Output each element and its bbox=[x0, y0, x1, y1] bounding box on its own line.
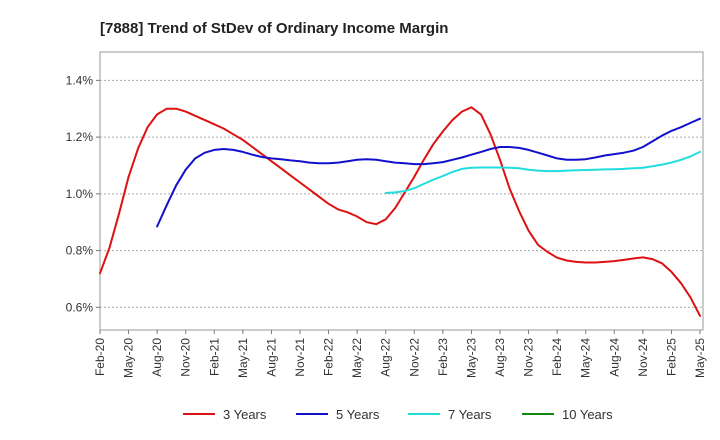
x-tick-label: Nov-23 bbox=[522, 338, 536, 377]
legend-label: 7 Years bbox=[448, 407, 492, 422]
chart-title: [7888] Trend of StDev of Ordinary Income… bbox=[100, 20, 448, 37]
x-tick-label: May-23 bbox=[464, 338, 478, 378]
x-tick-label: Feb-21 bbox=[207, 338, 221, 376]
y-tick-label: 0.8% bbox=[66, 244, 94, 258]
x-tick-label: May-20 bbox=[122, 338, 136, 378]
legend-label: 3 Years bbox=[223, 407, 267, 422]
x-tick-label: Nov-24 bbox=[636, 338, 650, 377]
y-tick-label: 1.2% bbox=[66, 130, 94, 144]
x-tick-label: Feb-25 bbox=[664, 338, 678, 376]
legend-label: 5 Years bbox=[336, 407, 380, 422]
grid bbox=[100, 79, 703, 308]
x-tick-label: Nov-20 bbox=[179, 338, 193, 377]
x-tick-label: Feb-23 bbox=[436, 338, 450, 376]
x-tick-label: Aug-20 bbox=[150, 338, 164, 377]
x-tick-label: Feb-20 bbox=[93, 338, 107, 376]
x-tick-label: Aug-21 bbox=[264, 338, 278, 377]
y-tick-label: 1.4% bbox=[66, 73, 94, 87]
x-tick-label: May-21 bbox=[236, 338, 250, 378]
x-tick-label: Feb-24 bbox=[550, 338, 564, 376]
series-line-3-years bbox=[99, 106, 701, 317]
x-tick-label: Aug-23 bbox=[493, 338, 507, 377]
x-tick-label: May-24 bbox=[579, 338, 593, 378]
x-tick-label: Nov-21 bbox=[293, 338, 307, 377]
x-axis: Feb-20 May-20 Aug-20 Nov-20 Feb-21 May-21 Aug-… bbox=[93, 330, 707, 378]
series-line-7-years bbox=[384, 150, 701, 194]
y-tick-label: 0.6% bbox=[66, 300, 94, 314]
series-line-5-years bbox=[156, 117, 701, 228]
x-tick-label: Aug-22 bbox=[379, 338, 393, 377]
x-tick-label: May-25 bbox=[693, 338, 707, 378]
series-lines bbox=[99, 106, 701, 317]
legend: 3 Years 5 Years 7 Years 10 Years bbox=[183, 407, 613, 422]
x-tick-label: May-22 bbox=[350, 338, 364, 378]
x-tick-label: Nov-22 bbox=[407, 338, 421, 377]
x-tick-label: Feb-22 bbox=[322, 338, 336, 376]
x-tick-label: Aug-24 bbox=[607, 338, 621, 377]
legend-label: 10 Years bbox=[562, 407, 613, 422]
y-tick-label: 1.0% bbox=[66, 187, 94, 201]
y-axis: 0.6% 0.8% 1.0% 1.2% 1.4% bbox=[66, 73, 100, 314]
